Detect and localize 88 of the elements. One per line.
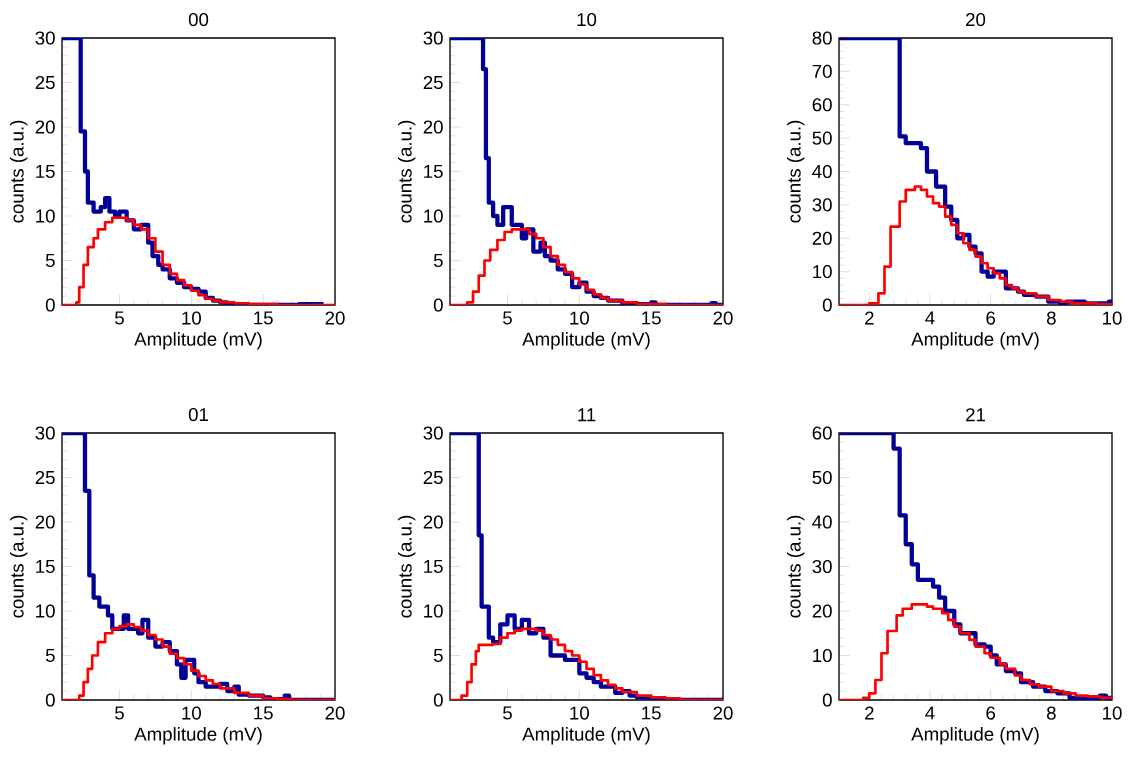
y-tick-label: 5	[433, 253, 443, 268]
x-tick-label: 15	[254, 311, 273, 325]
y-tick-label: 25	[423, 470, 443, 485]
y-tick-label: 60	[812, 98, 832, 112]
y-tick-label: 20	[423, 120, 443, 134]
y-tick-label: 30	[812, 198, 832, 212]
y-tick-label: 70	[812, 64, 832, 78]
chart-title: 01	[188, 407, 208, 422]
y-tick-label: 0	[822, 693, 832, 707]
x-tick-label: 2	[865, 311, 874, 325]
y-axis-title: counts (a.u.)	[9, 515, 28, 618]
y-tick-label: 50	[812, 131, 832, 145]
chart-title: 11	[578, 408, 596, 422]
y-axis-title: counts (a.u.)	[9, 120, 28, 223]
x-tick-label: 2	[865, 706, 874, 720]
y-tick-label: 0	[433, 693, 443, 707]
chart-title: 10	[577, 12, 597, 27]
x-tick-label: 15	[642, 706, 661, 720]
x-tick-label: 10	[570, 706, 589, 720]
y-tick-label: 10	[813, 648, 832, 663]
y-tick-label: 15	[36, 559, 55, 574]
y-tick-label: 30	[35, 426, 55, 440]
y-tick-label: 0	[433, 298, 443, 312]
x-tick-label: 6	[986, 706, 996, 720]
x-tick-label: 10	[182, 706, 201, 720]
y-axis-title: counts (a.u.)	[397, 515, 416, 618]
y-tick-label: 20	[812, 604, 832, 618]
y-tick-label: 15	[424, 164, 443, 179]
x-tick-label: 15	[254, 706, 273, 720]
chart-title: 00	[188, 12, 209, 27]
x-tick-label: 10	[1103, 311, 1122, 325]
y-tick-label: 10	[424, 604, 443, 618]
y-tick-label: 30	[423, 31, 443, 45]
x-axis-title: Amplitude (mV)	[522, 332, 650, 350]
x-tick-label: 15	[642, 311, 661, 325]
y-tick-label: 15	[424, 559, 443, 574]
x-axis-title: Amplitude (mV)	[911, 332, 1039, 350]
x-tick-label: 5	[115, 706, 124, 720]
y-tick-label: 5	[433, 648, 443, 663]
y-tick-label: 30	[35, 31, 55, 45]
y-tick-label: 50	[812, 470, 832, 485]
y-tick-label: 10	[813, 265, 832, 279]
y-tick-label: 0	[45, 298, 55, 312]
y-tick-label: 60	[812, 426, 832, 440]
x-tick-label: 20	[325, 311, 345, 325]
x-tick-label: 20	[325, 706, 345, 720]
y-axis-title: counts (a.u.)	[397, 120, 416, 223]
y-tick-label: 20	[35, 120, 55, 134]
x-tick-label: 10	[182, 311, 201, 325]
y-tick-label: 25	[35, 470, 55, 485]
x-tick-label: 8	[1046, 311, 1056, 325]
y-tick-label: 5	[45, 648, 55, 663]
y-tick-label: 20	[423, 515, 443, 529]
y-tick-label: 40	[812, 164, 832, 179]
y-tick-label: 0	[45, 693, 55, 707]
x-tick-label: 10	[1103, 706, 1122, 720]
y-tick-label: 5	[45, 253, 55, 268]
y-tick-label: 40	[812, 515, 832, 529]
x-tick-label: 20	[713, 706, 733, 720]
y-tick-label: 20	[35, 515, 55, 529]
y-tick-label: 10	[424, 209, 443, 223]
y-tick-label: 15	[36, 164, 55, 179]
x-tick-label: 5	[503, 706, 512, 720]
y-tick-label: 25	[35, 75, 55, 90]
y-axis-title: counts (a.u.)	[786, 515, 805, 618]
y-tick-label: 30	[423, 426, 443, 440]
chart-title: 20	[966, 12, 986, 27]
y-tick-label: 80	[812, 31, 832, 45]
x-tick-label: 8	[1046, 706, 1056, 720]
x-tick-label: 4	[925, 706, 935, 720]
y-axis-title: counts (a.u.)	[786, 120, 805, 223]
y-tick-label: 25	[423, 75, 443, 90]
x-tick-label: 6	[986, 311, 996, 325]
y-tick-label: 10	[36, 604, 55, 618]
x-axis-title: Amplitude (mV)	[911, 727, 1039, 745]
x-axis-title: Amplitude (mV)	[522, 727, 650, 745]
chart-title: 21	[966, 408, 985, 422]
x-tick-label: 20	[713, 311, 733, 325]
x-tick-label: 5	[503, 311, 512, 325]
x-axis-title: Amplitude (mV)	[134, 332, 262, 350]
y-tick-label: 20	[812, 231, 832, 245]
x-axis-title: Amplitude (mV)	[134, 727, 262, 745]
y-tick-label: 30	[812, 559, 832, 574]
x-tick-label: 10	[570, 311, 589, 325]
y-tick-label: 0	[822, 298, 832, 312]
x-tick-label: 5	[115, 311, 124, 325]
x-tick-label: 4	[925, 311, 935, 325]
y-tick-label: 10	[36, 209, 55, 223]
